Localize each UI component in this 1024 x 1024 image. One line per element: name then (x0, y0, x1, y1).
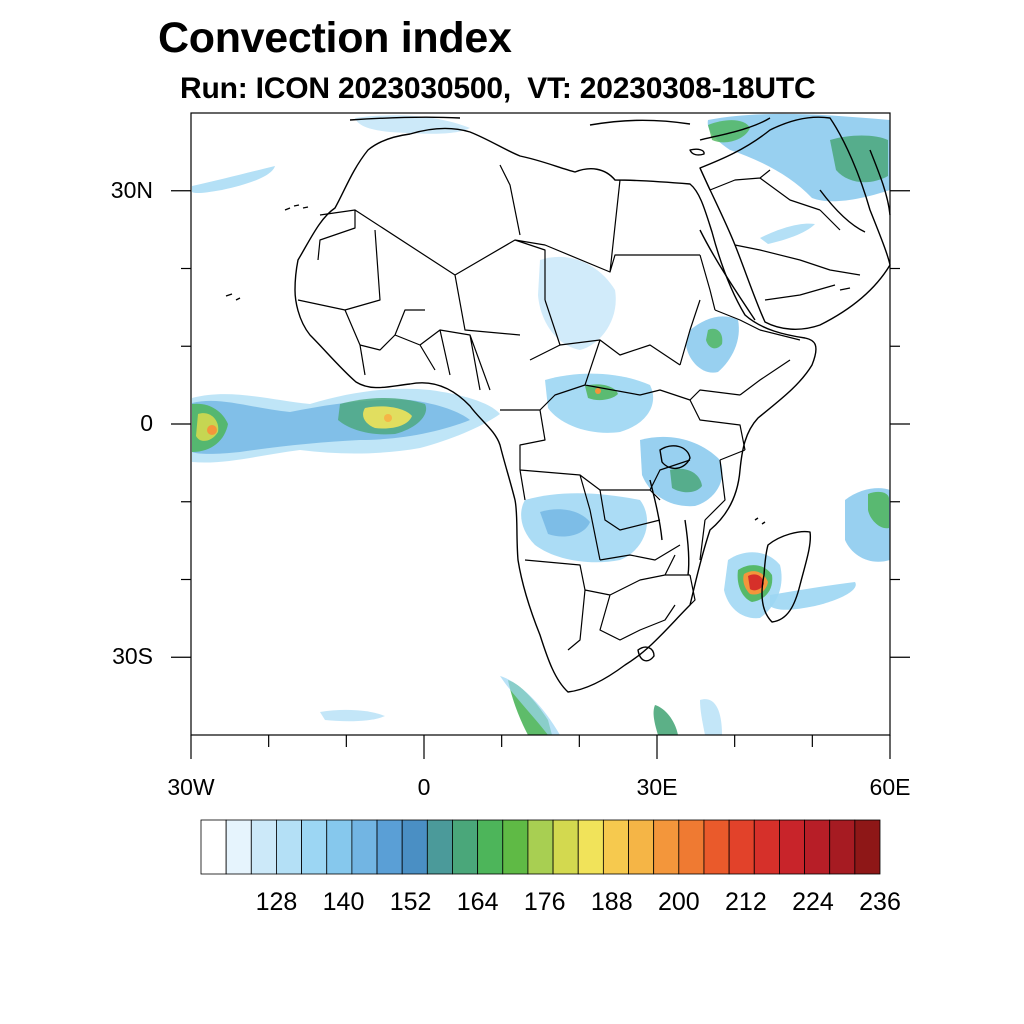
angola-field-mid (540, 509, 590, 537)
colorbar-swatch (804, 819, 831, 875)
lake-tanganyika (649, 479, 663, 541)
itcz-core-orange-2 (384, 414, 392, 422)
colorbar-swatch (854, 819, 881, 875)
arabia-field-green-2 (708, 120, 750, 143)
border-lines-north (317, 164, 741, 401)
congo-field-green (585, 384, 618, 401)
southern-streak-4 (700, 699, 722, 735)
lon-label: 60E (869, 774, 911, 800)
arabia-field-green (830, 135, 888, 183)
colorbar-swatch (200, 819, 227, 875)
africa-coastline (294, 127, 817, 693)
north-atlantic-streak (192, 166, 275, 194)
itcz-core-orange (207, 425, 217, 435)
tanzania-field-green (670, 468, 702, 493)
colorbar-label: 140 (322, 888, 365, 916)
map-title: Convection index (158, 14, 512, 62)
colorbar-swatch (678, 819, 705, 875)
country-borders (297, 164, 861, 651)
colorbar-label: 176 (523, 888, 566, 916)
colorbar-label: 236 (859, 888, 901, 916)
lat-label: 30S (112, 643, 153, 670)
lesotho (637, 646, 655, 662)
comoros (754, 517, 766, 525)
border-lines-west (297, 299, 491, 391)
lon-label: 0 (417, 774, 431, 800)
colorbar-swatch (452, 819, 479, 875)
colorbar-swatch (703, 819, 730, 875)
border-lines-south (524, 544, 696, 651)
lake-malawi (684, 519, 690, 576)
colorbar-swatch (250, 819, 277, 875)
cyclone-band (770, 582, 856, 610)
border-lines-east (679, 299, 801, 561)
colorbar-swatch (728, 819, 755, 875)
colorbar-swatch (376, 819, 403, 875)
colorbar-label: 188 (590, 888, 633, 916)
colorbar-label: 152 (389, 888, 432, 916)
colorbar-label: 212 (725, 888, 767, 916)
colorbar-label: 128 (255, 888, 298, 916)
colorbar-swatch (276, 819, 302, 875)
colorbar-swatch (301, 819, 328, 875)
colorbar-swatch (829, 819, 856, 875)
southern-streak-1-light (500, 676, 560, 735)
indian-ocean-green (868, 491, 889, 529)
southern-streak-3 (320, 709, 385, 722)
lake-victoria (659, 445, 691, 469)
socotra (839, 287, 851, 291)
lon-label: 30E (636, 774, 678, 800)
colorbar-swatch (351, 819, 378, 875)
colorbar-swatch (753, 819, 780, 875)
colorbar-swatch (401, 819, 428, 875)
lat-label: 0 (140, 410, 153, 436)
cyclone-core (748, 574, 764, 591)
colorbar-swatch (326, 819, 353, 875)
colorbar-swatch (552, 819, 579, 875)
sahel-light (538, 256, 616, 350)
cape-verde (225, 293, 241, 301)
colorbar-swatch (653, 819, 680, 875)
axis-ticks (171, 190, 910, 759)
canary-islands (284, 204, 309, 211)
colorbar-swatch (225, 819, 252, 875)
colorbar (200, 819, 881, 875)
arabia-streak (760, 223, 815, 244)
colorbar-swatch (779, 819, 805, 875)
congo-core (595, 388, 601, 394)
colorbar-swatch (426, 819, 453, 875)
southern-streak-2 (653, 705, 678, 735)
border-lines-arabia (699, 167, 861, 301)
red-sea-coast (699, 229, 756, 321)
arabia-field (707, 113, 890, 202)
persian-gulf-coast (819, 149, 891, 233)
colorbar-swatch (577, 819, 604, 875)
colorbar-swatch (502, 819, 529, 875)
convection-fields (192, 113, 890, 735)
lon-label: 30W (167, 774, 215, 800)
map-subtitle: Run: ICON 2023030500, VT: 20230308-18UTC (180, 72, 816, 105)
colorbar-label: 164 (456, 888, 499, 916)
cyprus-coast (689, 148, 705, 156)
colorbar-swatch (628, 819, 655, 875)
madagascar-coastline (761, 530, 812, 623)
colorbar-swatch (602, 819, 629, 875)
lat-label: 30N (110, 176, 153, 203)
border-lines-central (500, 384, 691, 561)
colorbar-swatch (477, 819, 504, 875)
ethiopia-field-green (706, 328, 723, 349)
colorbar-label: 200 (657, 888, 700, 916)
congo-field (545, 373, 654, 433)
colorbar-label: 224 (792, 888, 834, 916)
mediterranean-coast-north (349, 116, 771, 141)
colorbar-swatch (527, 819, 554, 875)
